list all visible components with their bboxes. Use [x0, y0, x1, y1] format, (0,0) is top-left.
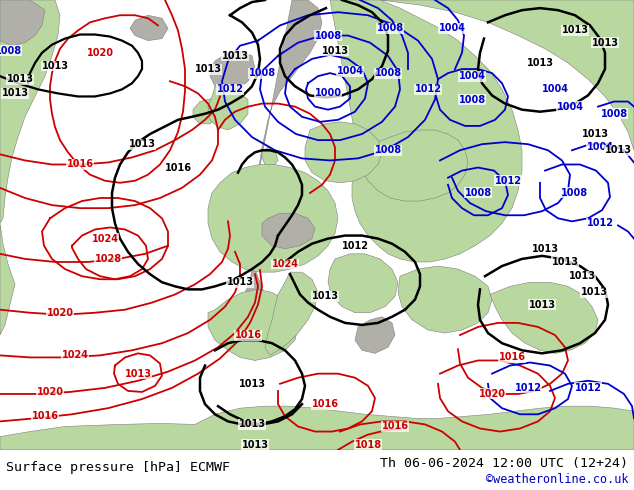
Text: 1013: 1013: [604, 145, 631, 155]
Text: 1016: 1016: [67, 159, 93, 170]
Text: 1013: 1013: [221, 51, 249, 61]
Polygon shape: [130, 15, 168, 41]
Text: 1020: 1020: [479, 389, 505, 399]
Text: 1012: 1012: [216, 84, 243, 95]
Text: Surface pressure [hPa] ECMWF: Surface pressure [hPa] ECMWF: [6, 462, 230, 474]
Text: 1012: 1012: [495, 176, 522, 186]
Polygon shape: [490, 282, 598, 353]
Text: 1013: 1013: [581, 288, 607, 297]
Text: Th 06-06-2024 12:00 UTC (12+24): Th 06-06-2024 12:00 UTC (12+24): [380, 457, 628, 470]
Text: 1013: 1013: [41, 61, 68, 71]
Text: 1004: 1004: [557, 101, 583, 112]
Text: 1013: 1013: [569, 271, 595, 281]
Text: 1016: 1016: [164, 163, 191, 172]
Polygon shape: [330, 0, 634, 150]
Polygon shape: [305, 122, 382, 183]
Polygon shape: [208, 290, 298, 361]
Text: 1000: 1000: [314, 88, 342, 98]
Text: 1004: 1004: [337, 66, 363, 76]
Text: 1008: 1008: [458, 95, 486, 104]
Text: 1008: 1008: [249, 68, 276, 78]
Polygon shape: [262, 213, 315, 249]
Text: 1018: 1018: [354, 440, 382, 450]
Polygon shape: [265, 272, 318, 355]
Text: 1004: 1004: [458, 71, 486, 81]
Text: 1013: 1013: [238, 419, 266, 429]
Polygon shape: [330, 0, 522, 262]
Text: 1008: 1008: [600, 109, 628, 119]
Text: 1020: 1020: [86, 48, 113, 58]
Text: 1013: 1013: [238, 379, 266, 389]
Polygon shape: [193, 98, 220, 124]
Text: 1016: 1016: [382, 421, 408, 432]
Text: 1016: 1016: [311, 399, 339, 409]
Text: 1012: 1012: [574, 383, 602, 393]
Text: 1013: 1013: [6, 74, 34, 84]
Text: 1008: 1008: [375, 145, 401, 155]
Text: 1013: 1013: [311, 292, 339, 301]
Polygon shape: [210, 51, 255, 92]
Polygon shape: [0, 0, 60, 223]
Polygon shape: [0, 223, 15, 335]
Text: 1013: 1013: [195, 64, 221, 74]
Text: 1008: 1008: [465, 188, 491, 198]
Polygon shape: [208, 86, 248, 130]
Text: 1024: 1024: [271, 259, 299, 269]
Text: 1024: 1024: [91, 234, 119, 244]
Text: 1013: 1013: [1, 88, 29, 98]
Polygon shape: [262, 147, 278, 168]
Text: ©weatheronline.co.uk: ©weatheronline.co.uk: [486, 473, 628, 487]
Text: 1008: 1008: [562, 188, 588, 198]
Text: 1028: 1028: [94, 254, 122, 264]
Text: 1013: 1013: [129, 139, 155, 149]
Text: 1013: 1013: [242, 440, 269, 450]
Polygon shape: [398, 266, 492, 333]
Text: 1008: 1008: [314, 30, 342, 41]
Text: 1013: 1013: [529, 299, 555, 310]
Text: 1008: 1008: [375, 68, 401, 78]
Text: 1016: 1016: [498, 352, 526, 363]
Text: 1020: 1020: [37, 387, 63, 397]
Text: 1016: 1016: [235, 330, 261, 340]
Text: 1013: 1013: [321, 46, 349, 56]
Text: 1016: 1016: [32, 411, 58, 421]
Text: 1012: 1012: [515, 383, 541, 393]
Text: 1013: 1013: [562, 25, 588, 35]
Text: 1013: 1013: [526, 58, 553, 68]
Polygon shape: [228, 0, 322, 343]
Text: 1012: 1012: [415, 84, 441, 95]
Text: 1024: 1024: [61, 350, 89, 360]
Polygon shape: [0, 406, 634, 450]
Text: 1008: 1008: [0, 46, 22, 56]
Text: 1012: 1012: [586, 219, 614, 228]
Polygon shape: [0, 0, 45, 46]
Polygon shape: [208, 165, 338, 272]
Text: 1004: 1004: [541, 84, 569, 95]
Polygon shape: [328, 254, 398, 313]
Text: 1012: 1012: [342, 241, 368, 251]
Text: 1013: 1013: [552, 257, 578, 267]
Text: 1013: 1013: [592, 38, 619, 48]
Text: 1008: 1008: [377, 24, 404, 33]
Text: 1013: 1013: [531, 244, 559, 254]
Text: 1013: 1013: [124, 368, 152, 379]
Text: 1004: 1004: [586, 142, 614, 152]
Text: 1004: 1004: [439, 24, 465, 33]
Text: 1013: 1013: [581, 129, 609, 139]
Polygon shape: [355, 317, 395, 353]
Text: 1020: 1020: [46, 308, 74, 318]
Text: 1013: 1013: [226, 277, 254, 287]
